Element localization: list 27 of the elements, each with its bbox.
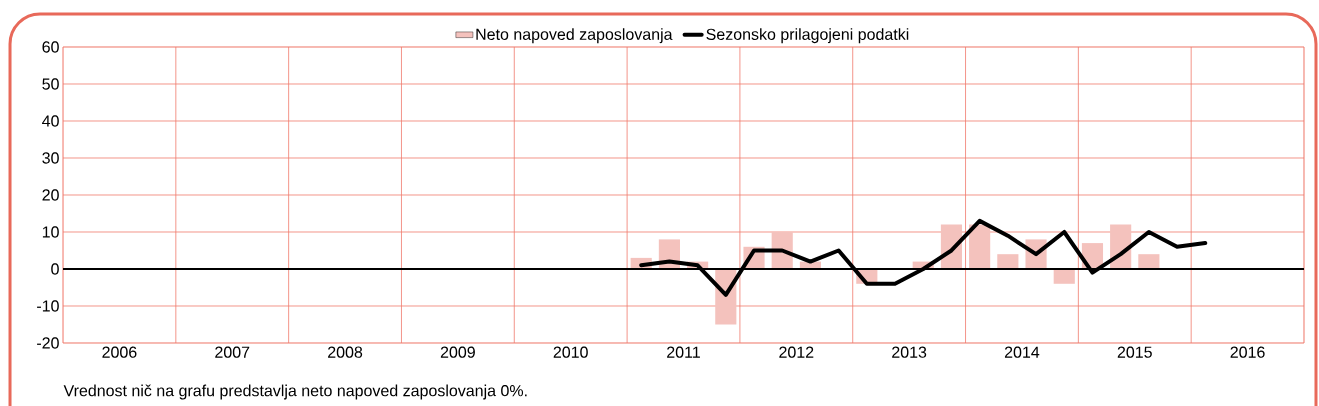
bar (969, 224, 991, 269)
y-tick-label: 20 (42, 189, 59, 201)
x-tick-label: 2015 (1117, 346, 1152, 358)
x-tick-label: 2016 (1230, 346, 1265, 358)
y-tick-label: 40 (42, 115, 59, 127)
y-tick-label: 30 (42, 152, 59, 164)
y-tick-label: 10 (42, 226, 59, 238)
legend-label: Neto napoved zaposlovanja (476, 28, 673, 44)
y-tick-label: 50 (42, 78, 59, 90)
bar (997, 254, 1019, 269)
y-tick-label: -20 (37, 337, 59, 349)
x-tick-label: 2009 (440, 346, 475, 358)
x-tick-label: 2011 (667, 346, 700, 358)
x-tick-label: 2008 (328, 346, 363, 358)
x-tick-label: 2010 (553, 346, 588, 358)
x-tick-label: 2014 (1004, 346, 1040, 358)
bar (1138, 254, 1160, 269)
x-tick-label: 2012 (779, 346, 814, 358)
bar (1053, 268, 1075, 284)
legend-label: Sezonsko prilagojeni podatki (706, 28, 909, 44)
y-tick-label: -10 (37, 300, 59, 312)
x-tick-label: 2007 (215, 346, 250, 358)
x-tick-label: 2013 (892, 346, 927, 358)
y-tick-label: 60 (42, 41, 59, 53)
x-tick-label: 2006 (102, 346, 137, 358)
text: Vrednost nič na grafu predstavlja neto napoved zaposlovanja 0%. (63, 384, 527, 400)
y-tick-label: 0 (51, 263, 59, 275)
